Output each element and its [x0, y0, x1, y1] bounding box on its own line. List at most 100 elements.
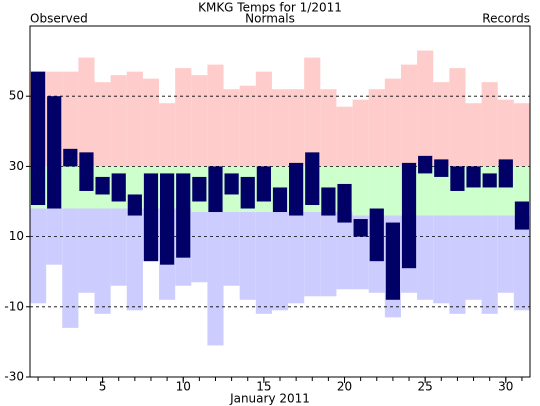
observed-bar — [305, 152, 320, 206]
record-high-bar — [159, 103, 176, 167]
record-high-bar — [449, 68, 466, 167]
record-low-bar — [481, 215, 498, 314]
record-high-bar — [400, 64, 418, 167]
record-high-bar — [255, 71, 272, 167]
observed-bar — [208, 166, 223, 213]
record-low-bar — [62, 208, 79, 328]
observed-bar — [337, 183, 352, 223]
legend-observed: Observed — [30, 12, 88, 26]
record-low-bar — [191, 212, 208, 283]
x-tick-label: 5 — [99, 380, 107, 394]
record-high-bar — [288, 89, 305, 167]
record-high-bar — [78, 57, 95, 167]
x-tick-label: 20 — [337, 380, 352, 394]
record-low-bar — [304, 212, 321, 297]
observed-bar — [30, 71, 46, 206]
record-high-bar — [465, 103, 482, 167]
y-tick-label: 10 — [9, 229, 24, 243]
observed-bar — [111, 173, 126, 202]
observed-bar — [224, 173, 239, 195]
record-high-bar — [191, 75, 208, 167]
record-low-bar — [288, 212, 305, 304]
record-high-bar — [126, 71, 143, 167]
observed-bar — [498, 159, 513, 188]
normal-bar — [384, 166, 401, 216]
observed-bar — [385, 222, 400, 300]
record-low-bar — [126, 208, 143, 311]
y-tick-label: 50 — [9, 89, 24, 103]
observed-bar — [434, 159, 449, 177]
normal-bar — [352, 166, 369, 216]
record-high-bar — [207, 64, 224, 167]
x-tick-label: 15 — [256, 380, 271, 394]
observed-bar — [272, 187, 288, 213]
observed-bar — [47, 96, 62, 209]
record-low-bar — [207, 212, 224, 346]
observed-bar — [353, 219, 368, 237]
normal-bar — [368, 166, 385, 216]
observed-bar — [127, 194, 142, 216]
record-high-bar — [497, 99, 514, 167]
record-high-bar — [304, 57, 321, 167]
observed-bar — [79, 152, 94, 191]
record-low-bar — [465, 215, 482, 300]
record-high-bar — [336, 106, 353, 167]
observed-bar — [143, 173, 159, 262]
y-tick-label: -10 — [4, 299, 24, 313]
observed-bar — [418, 155, 433, 174]
record-low-bar — [513, 215, 530, 311]
record-low-bar — [30, 208, 47, 304]
observed-bar — [289, 162, 304, 216]
normal-bar — [433, 166, 450, 216]
observed-bar — [256, 166, 271, 202]
record-high-bar — [384, 78, 401, 167]
record-high-bar — [239, 85, 256, 167]
record-low-bar — [417, 215, 434, 300]
observed-bar — [192, 176, 207, 202]
x-tick-label: 10 — [176, 380, 191, 394]
observed-bar — [160, 173, 175, 265]
record-low-bar — [255, 212, 272, 314]
record-high-bar — [417, 50, 434, 167]
record-low-bar — [223, 212, 240, 286]
observed-bar — [95, 176, 110, 195]
legend-records: Records — [482, 12, 530, 26]
y-tick-label: 30 — [9, 159, 24, 173]
observed-bar — [514, 201, 530, 230]
plot-frame — [29, 25, 531, 378]
record-high-bar — [352, 99, 369, 167]
legend-normals: Normals — [245, 12, 295, 26]
record-high-bar — [513, 103, 530, 167]
chart-title: KMKG Temps for 1/2011 — [198, 1, 342, 15]
x-tick-label: 25 — [418, 380, 433, 394]
record-low-bar — [336, 212, 353, 290]
observed-bar — [63, 148, 78, 167]
record-high-bar — [110, 75, 127, 167]
normal-bar — [62, 166, 79, 209]
observed-bar — [369, 208, 384, 262]
record-high-bar — [368, 89, 385, 167]
record-high-bar — [62, 71, 79, 167]
observed-bar — [482, 173, 497, 188]
observed-bar — [321, 187, 336, 216]
record-high-bar — [481, 82, 498, 167]
record-low-bar — [271, 212, 289, 311]
record-high-bar — [320, 89, 337, 167]
record-low-bar — [433, 215, 450, 304]
observed-bar — [401, 162, 417, 269]
record-high-bar — [94, 82, 111, 167]
record-low-bar — [94, 208, 111, 314]
record-high-bar — [271, 89, 289, 167]
x-axis-label: January 2011 — [229, 392, 310, 406]
record-low-bar — [320, 212, 337, 297]
record-low-bar — [449, 215, 466, 314]
record-high-bar — [142, 78, 160, 167]
y-tick-label: -30 — [4, 370, 24, 384]
x-tick-label: 30 — [498, 380, 513, 394]
normal-bar — [417, 166, 434, 216]
record-low-bar — [497, 215, 514, 293]
observed-bar — [176, 173, 191, 258]
record-low-bar — [110, 208, 127, 286]
record-high-bar — [223, 89, 240, 167]
